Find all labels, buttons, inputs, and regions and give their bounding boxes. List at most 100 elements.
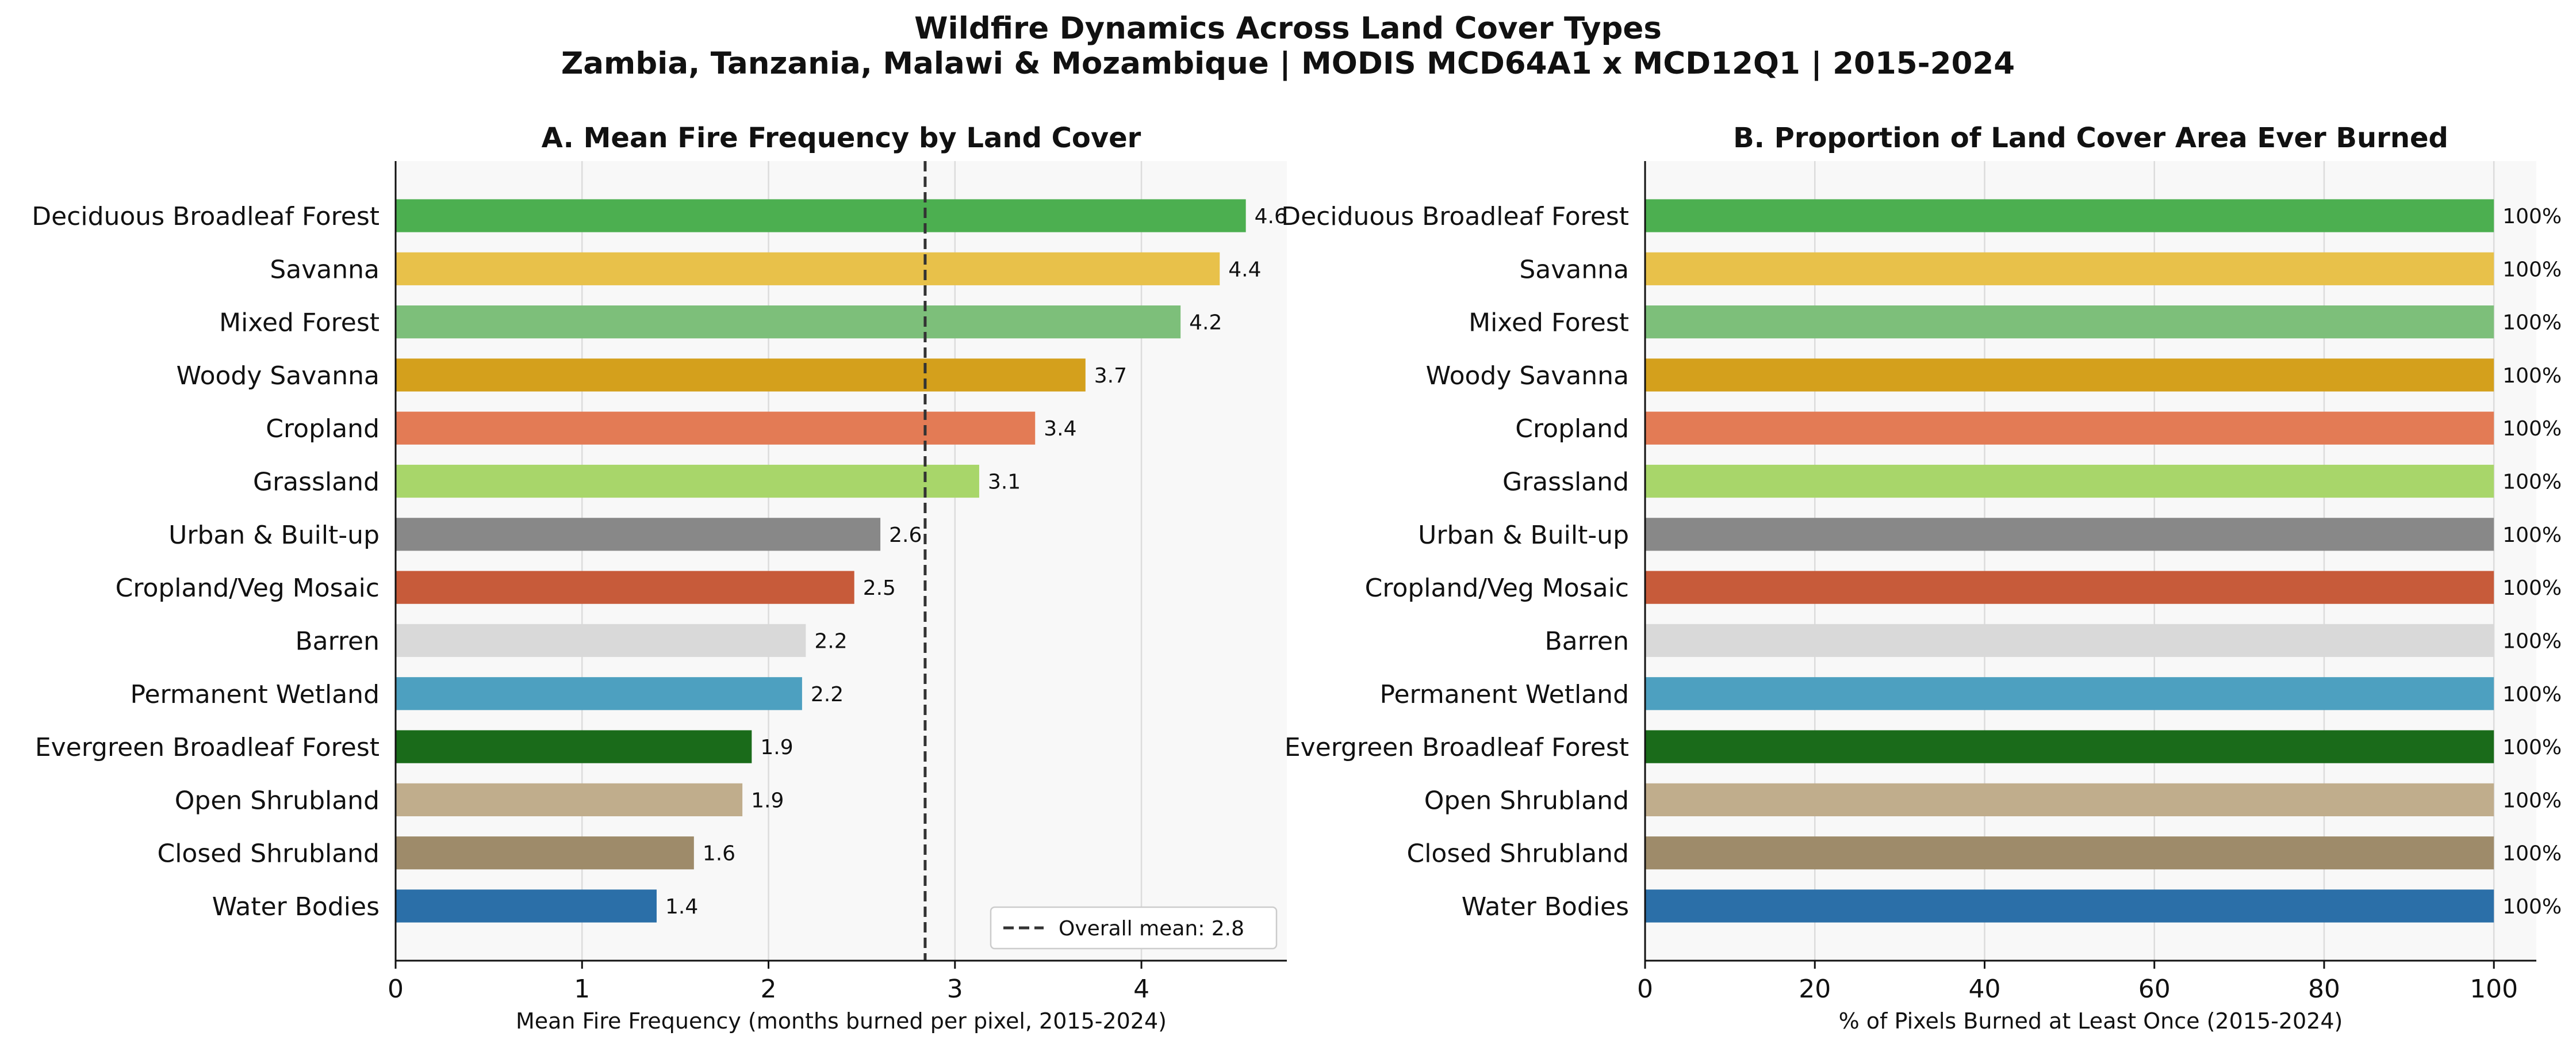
category-label: Open Shrubland bbox=[175, 786, 379, 815]
bar-grassland bbox=[1645, 464, 2494, 498]
category-label: Woody Savanna bbox=[177, 361, 379, 391]
x-tick-label: 3 bbox=[947, 974, 963, 1004]
x-tick-label: 2 bbox=[761, 974, 777, 1004]
value-label: 4.4 bbox=[1228, 258, 1261, 281]
value-label: 2.2 bbox=[814, 629, 847, 653]
x-axis-label: Mean Fire Frequency (months burned per p… bbox=[516, 1008, 1167, 1034]
panel-title: A. Mean Fire Frequency by Land Cover bbox=[542, 122, 1141, 154]
value-label: 2.2 bbox=[811, 683, 844, 706]
value-label: 1.4 bbox=[665, 895, 698, 919]
value-label: 100% bbox=[2502, 523, 2562, 547]
bar-cropland bbox=[396, 411, 1036, 445]
bar-closed-shrubland bbox=[1645, 836, 2494, 870]
bar-open-shrubland bbox=[1645, 783, 2494, 816]
bar-permanent-wetland bbox=[396, 677, 802, 710]
value-label: 100% bbox=[2502, 576, 2562, 600]
value-label: 100% bbox=[2502, 789, 2562, 812]
x-tick-label: 100 bbox=[2470, 974, 2518, 1004]
x-tick-label: 20 bbox=[1799, 974, 1831, 1004]
bar-woody-savanna bbox=[396, 358, 1086, 392]
category-label: Evergreen Broadleaf Forest bbox=[35, 733, 379, 762]
panel-title: B. Proportion of Land Cover Area Ever Bu… bbox=[1733, 122, 2448, 154]
x-tick-label: 40 bbox=[1968, 974, 2000, 1004]
x-tick-label: 0 bbox=[388, 974, 404, 1004]
value-label: 100% bbox=[2502, 471, 2562, 494]
bar-urban-built-up bbox=[396, 518, 881, 551]
figure-title-line2: Zambia, Tanzania, Malawi & Mozambique | … bbox=[561, 46, 2015, 81]
bar-cropland bbox=[1645, 411, 2494, 445]
category-label: Closed Shrubland bbox=[157, 839, 379, 869]
category-label: Woody Savanna bbox=[1426, 361, 1629, 391]
legend: Overall mean: 2.8 bbox=[990, 906, 1278, 950]
category-label: Cropland/Veg Mosaic bbox=[1365, 574, 1629, 603]
value-label: 100% bbox=[2502, 895, 2562, 919]
category-label: Deciduous Broadleaf Forest bbox=[32, 202, 379, 231]
category-label: Barren bbox=[1544, 626, 1629, 656]
plot-background bbox=[1645, 161, 2536, 961]
bar-savanna bbox=[396, 252, 1220, 285]
category-label: Grassland bbox=[253, 468, 379, 497]
bar-water-bodies bbox=[396, 889, 657, 923]
x-tick-label: 0 bbox=[1637, 974, 1653, 1004]
bar-cropland-veg-mosaic bbox=[396, 571, 854, 604]
category-label: Water Bodies bbox=[1462, 892, 1629, 922]
x-tick-label: 80 bbox=[2308, 974, 2340, 1004]
figure-title-line1: Wildfire Dynamics Across Land Cover Type… bbox=[914, 11, 1662, 46]
value-label: 100% bbox=[2502, 311, 2562, 335]
panel-b-proportion-burned: Deciduous Broadleaf Forest 100% Savanna 100… bbox=[1281, 122, 2562, 1034]
bar-cropland-veg-mosaic bbox=[1645, 571, 2494, 604]
value-label: 3.1 bbox=[988, 471, 1021, 494]
value-label: 2.5 bbox=[863, 576, 896, 600]
bar-evergreen-broadleaf-forest bbox=[396, 730, 752, 763]
plot-background bbox=[396, 161, 1287, 961]
value-label: 1.6 bbox=[703, 842, 735, 866]
bar-open-shrubland bbox=[396, 783, 743, 816]
value-label: 3.4 bbox=[1044, 417, 1076, 441]
bar-evergreen-broadleaf-forest bbox=[1645, 730, 2494, 763]
value-label: 1.9 bbox=[760, 736, 793, 759]
bar-deciduous-broadleaf-forest bbox=[396, 199, 1246, 232]
panel-a-mean-fire-frequency: Deciduous Broadleaf Forest 4.6 Savanna 4.4 M… bbox=[32, 122, 1287, 1034]
category-label: Closed Shrubland bbox=[1406, 839, 1629, 869]
bar-mixed-forest bbox=[1645, 305, 2494, 339]
value-label: 100% bbox=[2502, 364, 2562, 388]
bar-urban-built-up bbox=[1645, 518, 2494, 551]
x-tick-label: 1 bbox=[574, 974, 590, 1004]
value-label: 4.6 bbox=[1255, 205, 1287, 228]
bar-deciduous-broadleaf-forest bbox=[1645, 199, 2494, 232]
category-label: Barren bbox=[295, 626, 379, 656]
value-label: 3.7 bbox=[1094, 364, 1127, 388]
value-label: 2.6 bbox=[889, 523, 922, 547]
category-label: Permanent Wetland bbox=[1379, 680, 1629, 709]
bar-mixed-forest bbox=[396, 305, 1181, 339]
category-label: Urban & Built-up bbox=[1418, 521, 1629, 550]
bar-closed-shrubland bbox=[396, 836, 694, 870]
category-label: Cropland bbox=[1515, 414, 1629, 444]
bar-water-bodies bbox=[1645, 889, 2494, 923]
category-label: Cropland/Veg Mosaic bbox=[116, 574, 379, 603]
value-label: 100% bbox=[2502, 842, 2562, 866]
category-label: Deciduous Broadleaf Forest bbox=[1281, 202, 1629, 231]
category-label: Grassland bbox=[1502, 468, 1629, 497]
bar-permanent-wetland bbox=[1645, 677, 2494, 710]
x-tick-label: 60 bbox=[2138, 974, 2171, 1004]
value-label: 100% bbox=[2502, 258, 2562, 281]
category-label: Mixed Forest bbox=[219, 308, 379, 338]
category-label: Urban & Built-up bbox=[168, 521, 379, 550]
x-axis-label: % of Pixels Burned at Least Once (2015-2… bbox=[1839, 1008, 2343, 1034]
category-label: Mixed Forest bbox=[1469, 308, 1629, 338]
value-label: 4.2 bbox=[1189, 311, 1222, 335]
category-label: Permanent Wetland bbox=[130, 680, 379, 709]
legend-box bbox=[990, 906, 1278, 950]
category-label: Evergreen Broadleaf Forest bbox=[1285, 733, 1629, 762]
bar-grassland bbox=[396, 464, 979, 498]
category-label: Cropland bbox=[266, 414, 379, 444]
bar-woody-savanna bbox=[1645, 358, 2494, 392]
category-label: Savanna bbox=[270, 255, 379, 284]
value-label: 100% bbox=[2502, 629, 2562, 653]
bar-barren bbox=[1645, 624, 2494, 658]
value-label: 100% bbox=[2502, 417, 2562, 441]
value-label: 1.9 bbox=[751, 789, 784, 812]
